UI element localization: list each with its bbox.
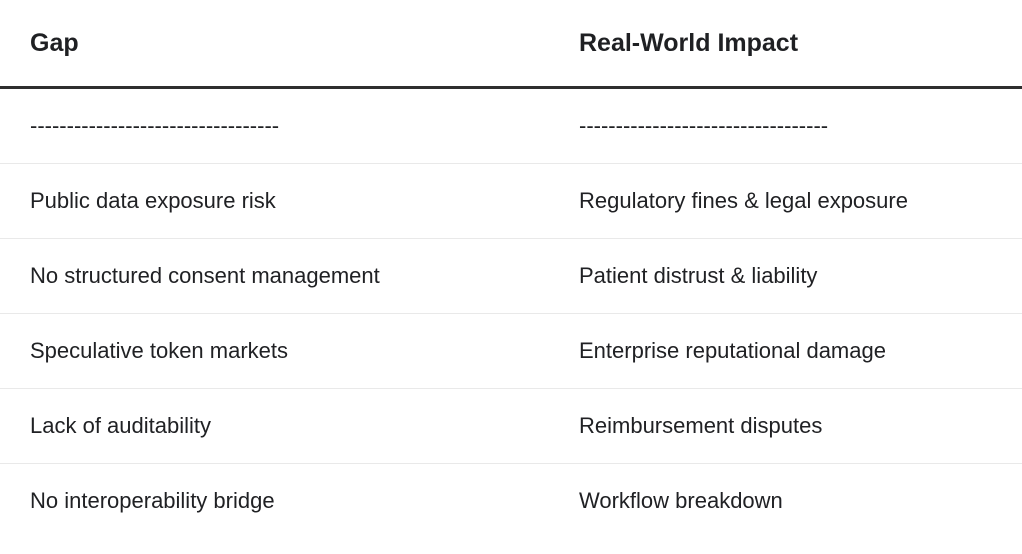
gap-cell: No interoperability bridge <box>30 488 275 513</box>
table-row: Public data exposure risk Regulatory fin… <box>0 163 1022 239</box>
separator-row: ---------------------------------- -----… <box>0 87 1022 164</box>
impact-cell: Regulatory fines & legal exposure <box>549 163 1022 239</box>
separator-cell-impact: ---------------------------------- <box>549 87 1022 164</box>
gap-cell: No structured consent management <box>0 238 549 314</box>
impact-cell: Reimbursement disputes <box>549 388 1022 464</box>
table-row: No interoperability bridge Workflow brea… <box>0 464 1022 539</box>
table-row: No structured consent management Patient… <box>0 238 1022 314</box>
column-header-gap: Gap <box>0 0 549 89</box>
gap-cell: Public data exposure risk <box>0 163 549 239</box>
gap-impact-table: Gap Real-World Impact ------------------… <box>0 0 1022 539</box>
header-row: Gap Real-World Impact <box>0 0 1022 89</box>
impact-cell: Enterprise reputational damage <box>549 313 1022 389</box>
table-row: Speculative token markets Enterprise rep… <box>0 313 1022 389</box>
separator-dashes: ---------------------------------- <box>30 113 280 138</box>
column-header-impact: Real-World Impact <box>549 0 1022 89</box>
impact-cell: Patient distrust & liability <box>549 238 1022 314</box>
gap-cell: Lack of auditability <box>0 388 549 464</box>
gap-cell: Speculative token markets <box>0 313 549 389</box>
separator-dashes: ---------------------------------- <box>579 113 829 138</box>
separator-cell-gap: ---------------------------------- <box>0 87 549 164</box>
table-row: Lack of auditability Reimbursement dispu… <box>0 388 1022 464</box>
impact-cell: Workflow breakdown <box>579 488 783 513</box>
